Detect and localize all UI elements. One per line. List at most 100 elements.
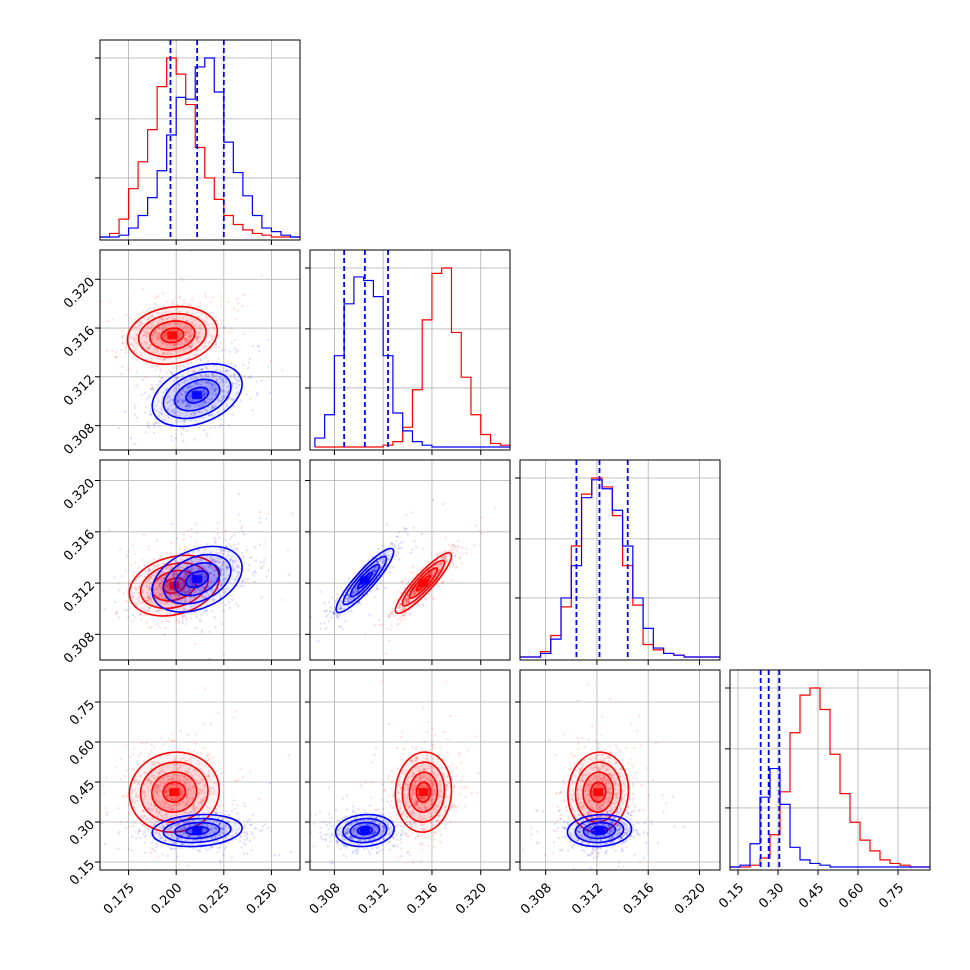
scatter-point bbox=[157, 761, 161, 765]
scatter-point bbox=[191, 298, 194, 301]
scatter-point bbox=[159, 600, 162, 604]
scatter-point bbox=[148, 326, 151, 330]
histogram-red bbox=[314, 267, 510, 448]
scatter-point bbox=[350, 609, 353, 613]
scatter-point bbox=[437, 564, 441, 568]
scatter-point bbox=[220, 622, 224, 626]
scatter-point bbox=[217, 400, 220, 403]
scatter-point bbox=[137, 312, 140, 316]
scatter-point bbox=[167, 599, 170, 603]
scatter-point bbox=[379, 566, 383, 570]
scatter-point bbox=[398, 558, 401, 561]
scatter-point bbox=[196, 781, 200, 784]
scatter-point bbox=[211, 396, 214, 399]
scatter-point bbox=[395, 535, 399, 538]
scatter-point bbox=[207, 594, 211, 597]
scatter-point bbox=[178, 350, 181, 354]
scatter-point bbox=[251, 572, 254, 575]
scatter-point bbox=[204, 596, 207, 599]
histogram-red bbox=[100, 57, 300, 238]
scatter-point bbox=[188, 599, 191, 603]
scatter-point bbox=[231, 802, 234, 806]
scatter-point bbox=[210, 311, 213, 315]
scatter-point bbox=[229, 558, 232, 561]
scatter-point bbox=[143, 794, 146, 798]
scatter-point bbox=[193, 642, 197, 646]
scatter-point bbox=[195, 615, 198, 619]
scatter-point bbox=[148, 626, 151, 629]
scatter-point bbox=[325, 615, 328, 618]
scatter-point bbox=[129, 437, 132, 440]
scatter-point bbox=[223, 591, 226, 594]
scatter-point bbox=[236, 302, 240, 305]
scatter-point bbox=[266, 365, 270, 368]
scatter-point bbox=[182, 582, 186, 585]
scatter-point bbox=[187, 404, 190, 407]
scatter-point bbox=[213, 781, 216, 785]
scatter-point bbox=[202, 586, 206, 589]
scatter-point bbox=[190, 567, 193, 571]
scatter-point bbox=[187, 572, 190, 576]
scatter-point bbox=[157, 609, 161, 613]
scatter-point bbox=[192, 603, 195, 606]
scatter-point bbox=[231, 399, 235, 402]
scatter-point bbox=[159, 577, 162, 581]
scatter-point bbox=[212, 573, 215, 576]
scatter-point bbox=[182, 298, 186, 302]
scatter-point bbox=[131, 343, 134, 346]
scatter-point bbox=[175, 537, 179, 540]
scatter-point bbox=[403, 617, 406, 621]
scatter-point bbox=[160, 312, 163, 315]
scatter-point bbox=[133, 781, 136, 785]
scatter-point bbox=[189, 606, 192, 609]
scatter-point bbox=[183, 614, 186, 618]
scatter-point bbox=[207, 564, 211, 567]
scatter-point bbox=[157, 591, 160, 595]
scatter-point bbox=[170, 439, 174, 442]
scatter-point bbox=[160, 412, 164, 415]
scatter-point bbox=[226, 391, 229, 394]
scatter-point bbox=[133, 606, 137, 609]
scatter-point bbox=[185, 803, 188, 806]
scatter-point bbox=[177, 400, 180, 403]
scatter-point bbox=[134, 586, 137, 590]
scatter-point bbox=[174, 571, 178, 574]
scatter-point bbox=[383, 553, 386, 556]
scatter-point bbox=[447, 543, 451, 547]
scatter-point bbox=[182, 532, 186, 536]
scatter-point bbox=[210, 335, 213, 339]
scatter-point bbox=[157, 559, 160, 563]
scatter-point bbox=[371, 569, 374, 572]
scatter-point bbox=[188, 336, 192, 339]
contour-line bbox=[394, 552, 453, 615]
scatter-point bbox=[435, 553, 439, 557]
scatter-point bbox=[166, 594, 170, 597]
scatter-point bbox=[233, 577, 236, 581]
scatter-point bbox=[255, 380, 258, 384]
scatter-point bbox=[197, 426, 201, 430]
scatter-point bbox=[204, 400, 207, 403]
scatter-point bbox=[211, 338, 214, 341]
scatter-point bbox=[245, 393, 248, 396]
scatter-point bbox=[191, 785, 195, 789]
scatter-point bbox=[181, 619, 185, 622]
scatter-point bbox=[185, 328, 188, 332]
scatter-point bbox=[171, 311, 174, 314]
scatter-point bbox=[176, 567, 180, 570]
scatter-point bbox=[171, 608, 174, 611]
scatter-point bbox=[192, 377, 196, 381]
scatter-point bbox=[197, 558, 200, 561]
scatter-point bbox=[196, 564, 199, 568]
scatter-point bbox=[141, 378, 145, 381]
scatter-point bbox=[157, 771, 161, 775]
scatter-point bbox=[208, 413, 211, 417]
scatter-point bbox=[162, 358, 166, 361]
scatter-point bbox=[186, 569, 190, 572]
scatter-point bbox=[169, 565, 173, 568]
scatter-point bbox=[101, 784, 104, 788]
scatter-point bbox=[179, 325, 182, 328]
scatter-point bbox=[172, 783, 175, 786]
scatter-point bbox=[135, 333, 139, 336]
scatter-point bbox=[189, 762, 193, 765]
scatter-point bbox=[166, 584, 170, 587]
